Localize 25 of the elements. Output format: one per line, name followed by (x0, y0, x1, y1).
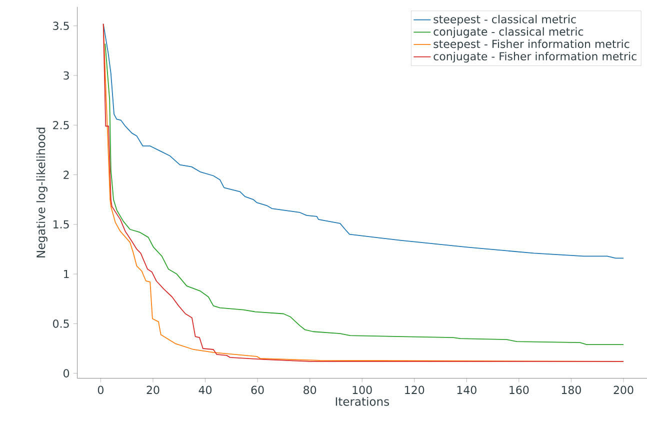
x-tick-label: 80 (304, 386, 316, 394)
legend-label: steepest - classical metric (434, 14, 576, 26)
y-tick-label: 0 (64, 369, 70, 378)
y-tick-label: 2 (64, 170, 69, 179)
x-tick-label: 140 (457, 386, 476, 394)
y-tick-label: 3 (64, 71, 69, 80)
y-tick-label: 3.5 (53, 22, 69, 30)
x-tick-label: 100 (352, 386, 372, 394)
x-tick-label: 120 (405, 386, 424, 394)
x-tick-label: 20 (146, 386, 160, 394)
x-tick-label: 40 (198, 386, 212, 394)
x-tick-label: 60 (251, 386, 264, 394)
y-tick-label: 0.5 (53, 320, 69, 328)
x-tick-label: 160 (510, 386, 529, 394)
y-tick-label: 1 (64, 270, 69, 278)
legend-label: conjugate - Fisher information metric (434, 52, 636, 63)
y-axis-title: Negative log-likelihood (36, 128, 48, 258)
x-axis-title: Iterations (336, 396, 389, 406)
x-tick-label: 200 (614, 386, 634, 394)
legend-label: conjugate - classical metric (434, 27, 584, 38)
x-tick-label: 0 (98, 386, 104, 394)
x-tick-label: 180 (562, 386, 581, 394)
y-tick-label: 1.5 (54, 220, 69, 228)
y-tick-label: 2.5 (53, 120, 69, 130)
legend-label: steepest - Fisher information metric (434, 40, 630, 50)
